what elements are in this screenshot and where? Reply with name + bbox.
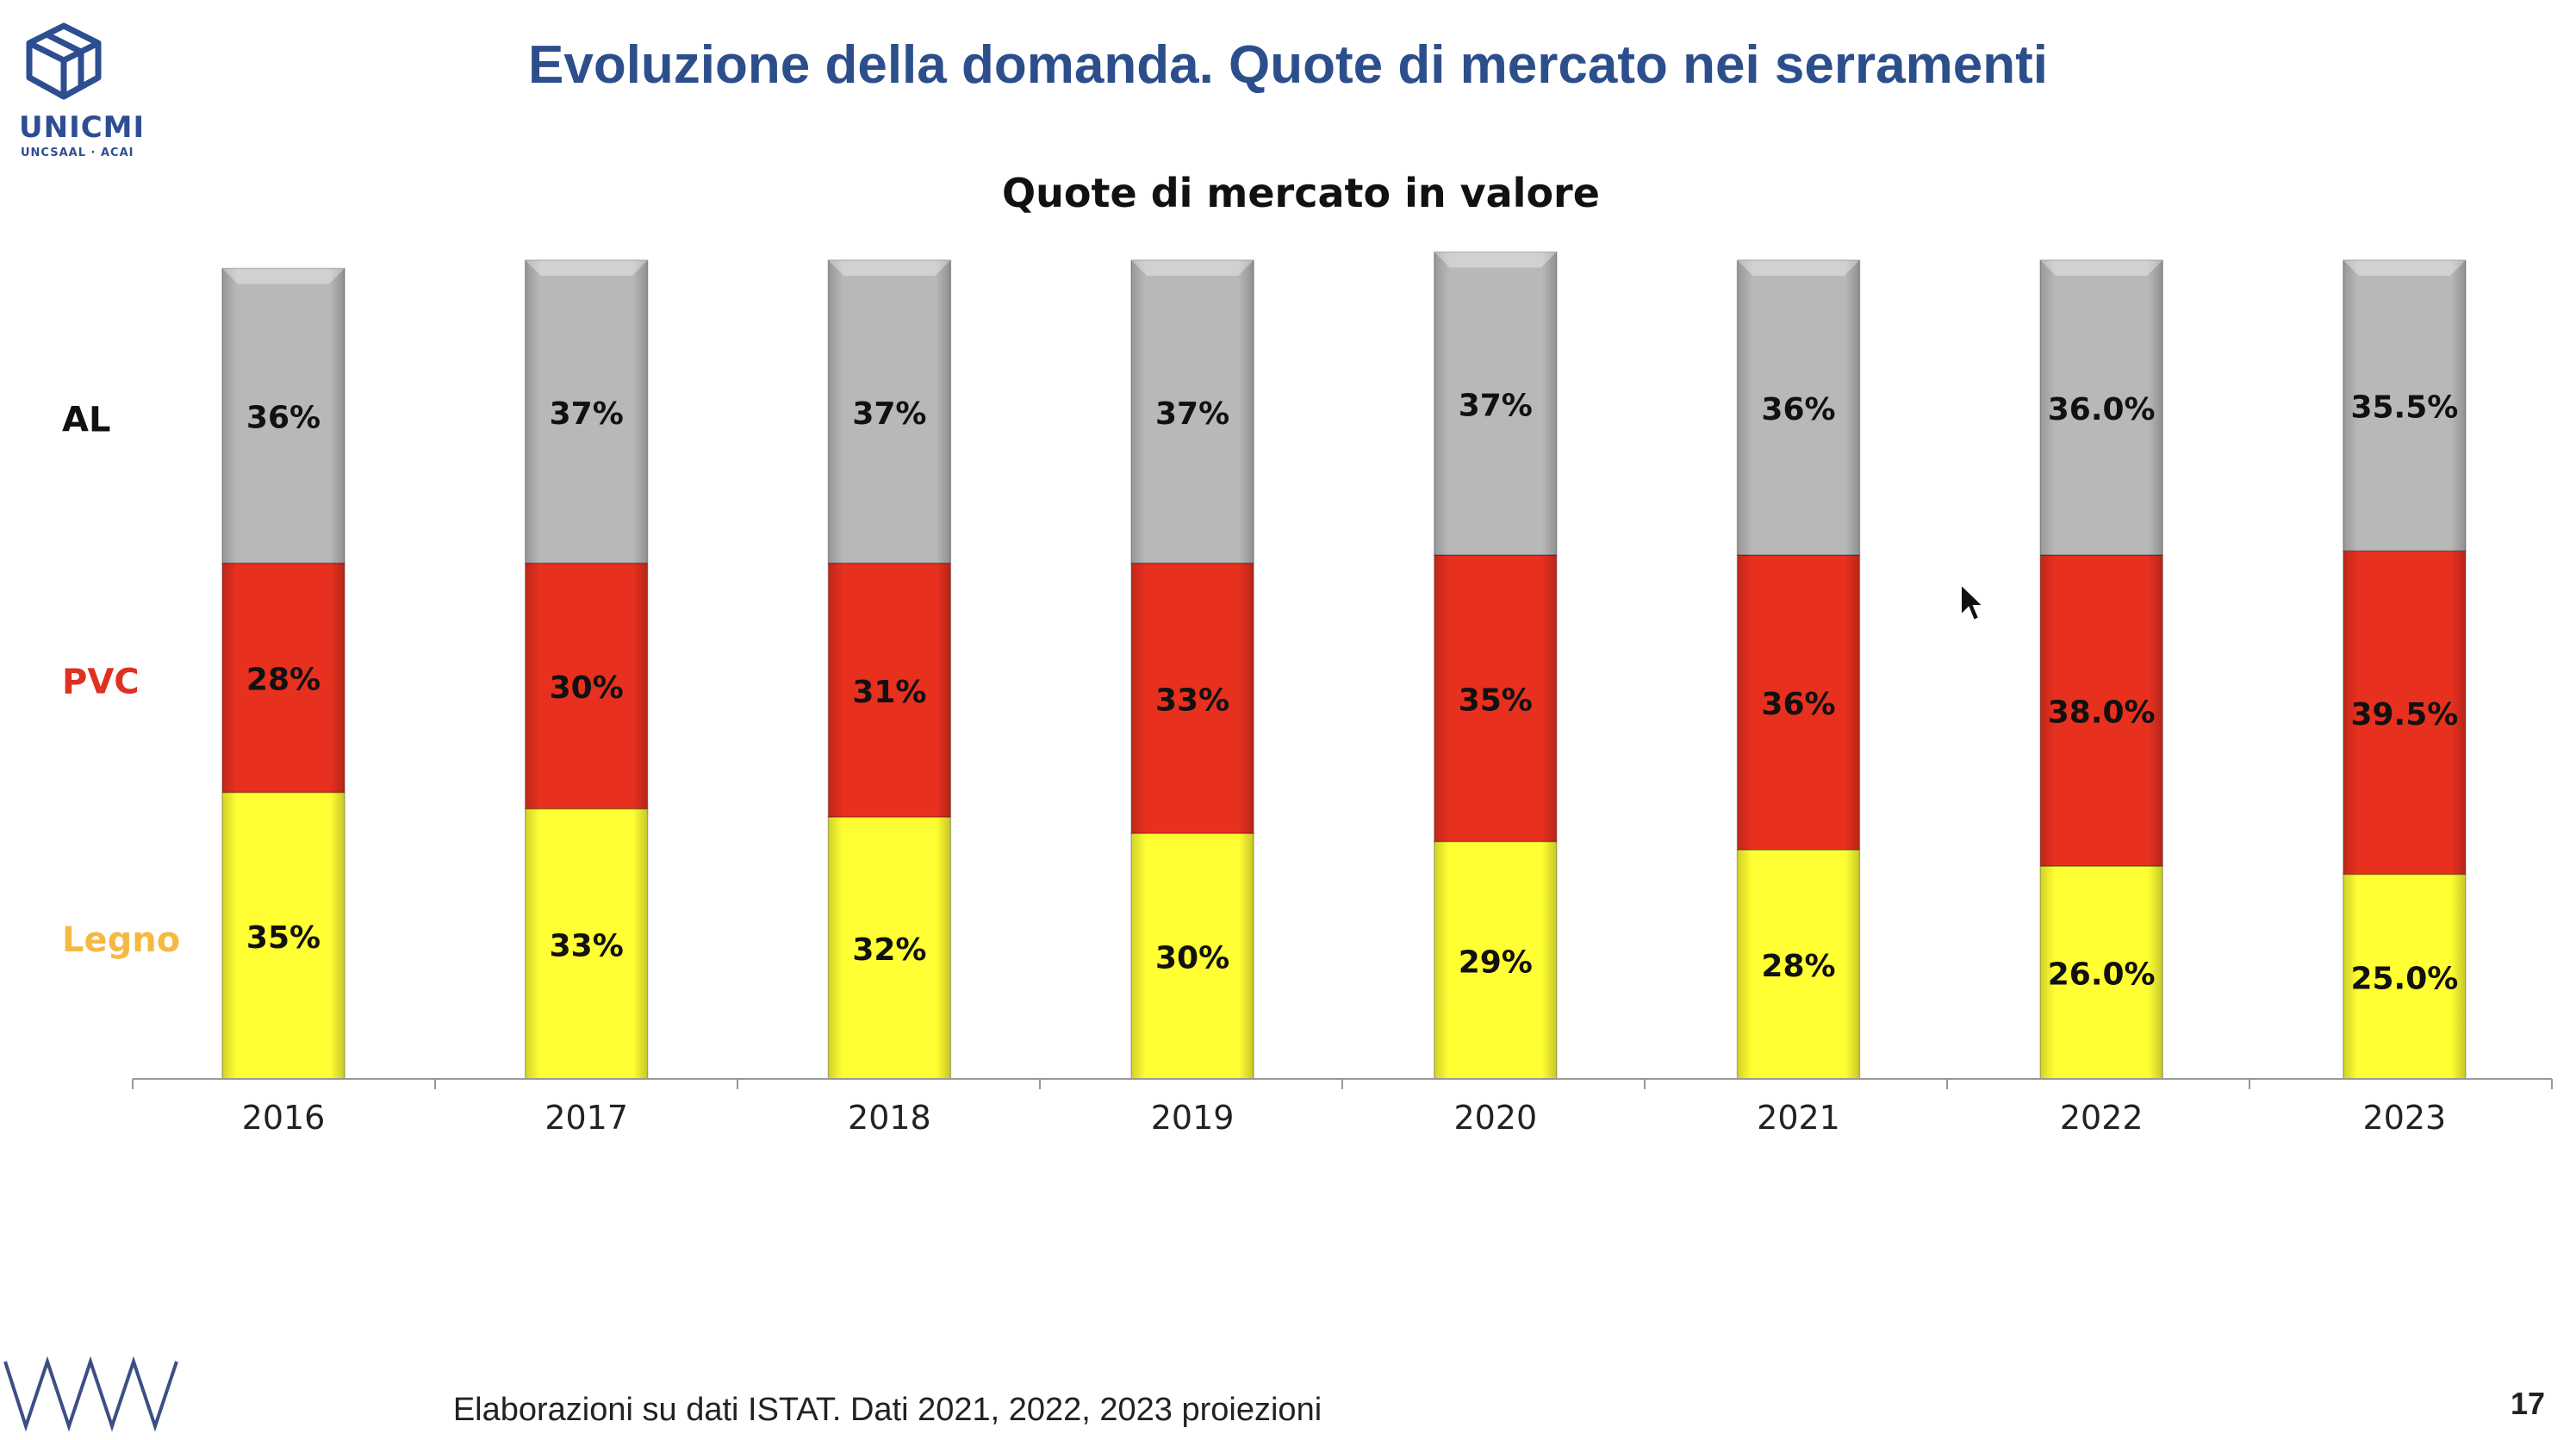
data-label-legno-2019: 30% <box>1155 941 1229 976</box>
bar-cap <box>2040 260 2163 276</box>
logo-brand-text: UNICMI <box>19 110 146 145</box>
stacked-bar-chart: Quote di mercato in valore 35%28%36%33%3… <box>62 170 2553 1137</box>
bar-cap <box>1131 260 1254 276</box>
data-label-legno-2022: 26.0% <box>2048 957 2156 993</box>
x-tick-label-2017: 2017 <box>544 1099 628 1137</box>
bar-shade <box>1131 833 1254 1079</box>
data-label-legno-2020: 29% <box>1459 944 1533 980</box>
data-label-legno-2021: 28% <box>1761 949 1835 984</box>
data-label-pvc-2016: 28% <box>246 663 320 698</box>
bar-shade <box>1737 555 1860 850</box>
x-tick-label-2023: 2023 <box>2363 1099 2447 1137</box>
data-label-pvc-2020: 35% <box>1459 683 1533 718</box>
x-tick-label-2018: 2018 <box>848 1099 931 1137</box>
legend-al: AL <box>62 401 110 440</box>
data-label-al-2018: 37% <box>852 396 926 432</box>
wm-logo-icon <box>3 1356 178 1432</box>
footnote: Elaborazioni su dati ISTAT. Dati 2021, 2… <box>452 1392 1322 1428</box>
data-label-legno-2016: 35% <box>246 920 320 956</box>
data-label-al-2023: 35.5% <box>2350 390 2458 426</box>
bar-shade <box>828 260 951 564</box>
bar-shade <box>1434 252 1557 555</box>
data-label-legno-2018: 32% <box>852 932 926 968</box>
bar-shade <box>2040 260 2163 555</box>
data-label-pvc-2021: 36% <box>1761 687 1835 722</box>
bar-shade <box>222 792 345 1079</box>
bar-shade <box>525 563 648 809</box>
data-label-al-2017: 37% <box>550 396 624 432</box>
logo-subtext: UNCSAAL · ACAI <box>21 146 134 159</box>
bar-shade <box>828 817 951 1079</box>
bar-shade <box>1737 850 1860 1079</box>
bar-shade <box>1434 841 1557 1079</box>
bar-cap <box>1434 252 1557 268</box>
data-label-pvc-2017: 30% <box>550 670 624 706</box>
x-tick-label-2016: 2016 <box>242 1099 326 1137</box>
bar-cap <box>1737 260 1860 276</box>
data-label-legno-2023: 25.0% <box>2350 961 2458 996</box>
data-label-pvc-2018: 31% <box>852 675 926 710</box>
page-number: 17 <box>2510 1386 2545 1421</box>
bar-shade <box>2040 555 2163 866</box>
legend-pvc: PVC <box>62 663 140 702</box>
bar-shade <box>1131 563 1254 833</box>
legend-legno: Legno <box>62 920 180 960</box>
chart-title: Quote di mercato in valore <box>1002 170 1600 216</box>
bar-shade <box>222 563 345 793</box>
x-tick-label-2019: 2019 <box>1151 1099 1235 1137</box>
bar-cap <box>525 260 648 276</box>
data-label-pvc-2019: 33% <box>1155 683 1229 718</box>
legend: Legno PVC AL <box>62 401 180 960</box>
unicmi-logo: UNICMI UNCSAAL · ACAI <box>12 17 159 164</box>
data-label-al-2021: 36% <box>1761 392 1835 427</box>
x-tick-label-2022: 2022 <box>2060 1099 2144 1137</box>
data-label-pvc-2022: 38.0% <box>2048 695 2156 731</box>
data-label-al-2020: 37% <box>1459 388 1533 423</box>
bar-shade <box>828 563 951 817</box>
bar-shade <box>2343 260 2466 552</box>
bars-group: 35% 28% 36% 33% 30% 37% 32% 31% 37% 30% 33% 37% 29% 3… <box>221 251 2467 1080</box>
x-tick-label-2020: 2020 <box>1453 1099 1537 1137</box>
bar-shade <box>525 260 648 564</box>
bar-shade <box>2343 551 2466 875</box>
x-tick-label-2021: 2021 <box>1757 1099 1840 1137</box>
windowmarket-logo <box>0 1344 198 1436</box>
bar-shade <box>1131 260 1254 564</box>
bar-shade <box>525 808 648 1079</box>
data-label-legno-2017: 33% <box>550 928 624 963</box>
bar-shade <box>1737 260 1860 555</box>
data-label-al-2022: 36.0% <box>2048 392 2156 427</box>
bar-shade <box>2040 866 2163 1079</box>
page-title: Evoluzione della domanda. Quote di merca… <box>528 35 2048 95</box>
data-label-al-2019: 37% <box>1155 396 1229 432</box>
bar-shade <box>222 268 345 564</box>
data-label-al-2016: 36% <box>246 401 320 436</box>
bar-cap <box>2343 260 2466 276</box>
bar-shade <box>2343 874 2466 1079</box>
data-label-pvc-2023: 39.5% <box>2350 697 2458 732</box>
bar-cap <box>222 268 345 284</box>
x-axis: 2016 2017 2018 2019 2020 2021 2022 2023 <box>132 1078 2553 1137</box>
mouse-cursor-icon <box>1960 583 1985 622</box>
bar-shade <box>1434 555 1557 842</box>
bar-cap <box>828 260 951 276</box>
cube-logo-icon <box>26 22 102 100</box>
